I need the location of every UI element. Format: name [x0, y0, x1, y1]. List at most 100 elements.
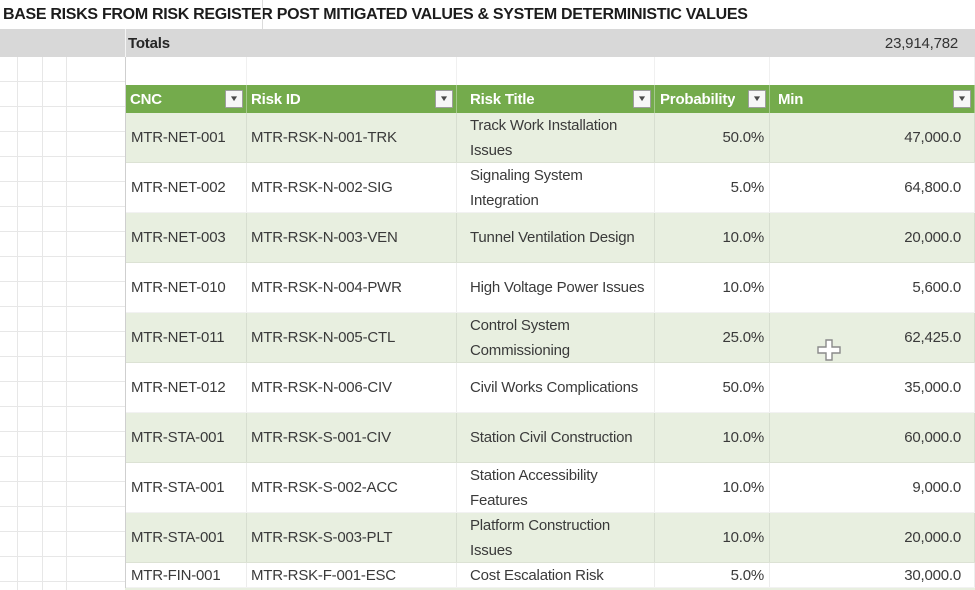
probability-cell[interactable]: 10.0%: [655, 263, 770, 312]
table-row: MTR-FIN-001 MTR-RSK-F-001-ESC Cost Escal…: [125, 563, 975, 588]
chevron-down-icon: ▼: [751, 94, 763, 103]
filter-dropdown-button[interactable]: ▼: [633, 90, 651, 108]
empty-cell: [655, 57, 770, 85]
table-body: MTR-NET-001 MTR-RSK-N-001-TRK Track Work…: [125, 113, 975, 588]
totals-label[interactable]: Totals: [128, 34, 170, 52]
page-title[interactable]: BASE RISKS FROM RISK REGISTER POST MITIG…: [3, 5, 748, 23]
probability-cell[interactable]: 50.0%: [655, 113, 770, 162]
cnc-cell[interactable]: MTR-STA-001: [125, 513, 247, 562]
column-header-label: Risk ID: [251, 90, 301, 108]
worksheet-empty-grid[interactable]: [0, 57, 125, 590]
risk-id-cell[interactable]: MTR-RSK-S-001-CIV: [247, 413, 457, 462]
filter-dropdown-button[interactable]: ▼: [748, 90, 766, 108]
risk-title-cell[interactable]: Control System Commissioning: [457, 313, 655, 362]
risk-title-cell[interactable]: High Voltage Power Issues: [457, 263, 655, 312]
empty-cell: [457, 57, 655, 85]
risk-id-cell[interactable]: MTR-RSK-N-005-CTL: [247, 313, 457, 362]
risk-title-cell[interactable]: Station Civil Construction: [457, 413, 655, 462]
column-header-probability[interactable]: Probability ▼: [655, 85, 770, 113]
probability-cell[interactable]: 5.0%: [655, 563, 770, 587]
column-header-label: Probability: [660, 90, 736, 108]
chevron-down-icon: ▼: [956, 94, 968, 103]
min-cell[interactable]: 60,000.0: [770, 413, 975, 462]
table-row: MTR-STA-001 MTR-RSK-S-002-ACC Station Ac…: [125, 463, 975, 513]
grid-line: [262, 0, 263, 29]
filter-dropdown-button[interactable]: ▼: [953, 90, 971, 108]
risk-id-cell[interactable]: MTR-RSK-N-003-VEN: [247, 213, 457, 262]
risk-title-cell[interactable]: Tunnel Ventilation Design: [457, 213, 655, 262]
empty-row[interactable]: [125, 57, 975, 85]
probability-cell[interactable]: 10.0%: [655, 213, 770, 262]
column-header-label: CNC: [130, 90, 162, 108]
risk-title-cell[interactable]: Civil Works Complications: [457, 363, 655, 412]
chevron-down-icon: ▼: [438, 94, 450, 103]
column-header-label: Min: [778, 90, 804, 108]
risk-id-cell[interactable]: MTR-RSK-N-006-CIV: [247, 363, 457, 412]
grid-line: [125, 29, 126, 57]
table-row: MTR-NET-002 MTR-RSK-N-002-SIG Signaling …: [125, 163, 975, 213]
cnc-cell[interactable]: MTR-NET-011: [125, 313, 247, 362]
risk-id-cell[interactable]: MTR-RSK-N-002-SIG: [247, 163, 457, 212]
totals-row: Totals 23,914,782: [0, 29, 975, 57]
risk-id-cell[interactable]: MTR-RSK-N-001-TRK: [247, 113, 457, 162]
probability-cell[interactable]: 5.0%: [655, 163, 770, 212]
grid-line: [125, 57, 126, 590]
probability-cell[interactable]: 50.0%: [655, 363, 770, 412]
column-header-cnc[interactable]: CNC ▼: [125, 85, 247, 113]
grid-line: [66, 57, 67, 590]
cnc-cell[interactable]: MTR-NET-012: [125, 363, 247, 412]
grid-line: [42, 57, 43, 590]
table-row: MTR-NET-003 MTR-RSK-N-003-VEN Tunnel Ven…: [125, 213, 975, 263]
risk-id-cell[interactable]: MTR-RSK-N-004-PWR: [247, 263, 457, 312]
risk-title-cell[interactable]: Platform Construction Issues: [457, 513, 655, 562]
chevron-down-icon: ▼: [228, 94, 240, 103]
min-cell[interactable]: 20,000.0: [770, 513, 975, 562]
column-header-risk-title[interactable]: Risk Title ▼: [457, 85, 655, 113]
empty-cell: [125, 57, 247, 85]
totals-value[interactable]: 23,914,782: [884, 34, 958, 52]
risk-id-cell[interactable]: MTR-RSK-F-001-ESC: [247, 563, 457, 587]
risk-id-cell[interactable]: MTR-RSK-S-003-PLT: [247, 513, 457, 562]
cnc-cell[interactable]: MTR-FIN-001: [125, 563, 247, 587]
excel-cell-cursor-icon: [817, 339, 841, 361]
probability-cell[interactable]: 10.0%: [655, 413, 770, 462]
min-cell[interactable]: 30,000.0: [770, 563, 975, 587]
table-row: MTR-NET-011 MTR-RSK-N-005-CTL Control Sy…: [125, 313, 975, 363]
probability-cell[interactable]: 25.0%: [655, 313, 770, 362]
table-header-row: CNC ▼ Risk ID ▼ Risk Title ▼ Probability…: [125, 85, 975, 113]
risk-table: CNC ▼ Risk ID ▼ Risk Title ▼ Probability…: [125, 57, 975, 588]
cnc-cell[interactable]: MTR-NET-001: [125, 113, 247, 162]
min-cell[interactable]: 5,600.0: [770, 263, 975, 312]
min-cell[interactable]: 20,000.0: [770, 213, 975, 262]
min-cell[interactable]: 62,425.0: [770, 313, 975, 362]
cnc-cell[interactable]: MTR-NET-010: [125, 263, 247, 312]
title-row: BASE RISKS FROM RISK REGISTER POST MITIG…: [0, 0, 975, 29]
probability-cell[interactable]: 10.0%: [655, 513, 770, 562]
min-cell[interactable]: 47,000.0: [770, 113, 975, 162]
min-cell[interactable]: 35,000.0: [770, 363, 975, 412]
chevron-down-icon: ▼: [636, 94, 648, 103]
column-header-min[interactable]: Min ▼: [770, 85, 975, 113]
risk-title-cell[interactable]: Track Work Installation Issues: [457, 113, 655, 162]
table-row: MTR-STA-001 MTR-RSK-S-001-CIV Station Ci…: [125, 413, 975, 463]
cnc-cell[interactable]: MTR-NET-002: [125, 163, 247, 212]
cnc-cell[interactable]: MTR-STA-001: [125, 463, 247, 512]
risk-id-cell[interactable]: MTR-RSK-S-002-ACC: [247, 463, 457, 512]
risk-title-cell[interactable]: Cost Escalation Risk: [457, 563, 655, 587]
risk-title-cell[interactable]: Station Accessibility Features: [457, 463, 655, 512]
cnc-cell[interactable]: MTR-NET-003: [125, 213, 247, 262]
table-row: MTR-STA-001 MTR-RSK-S-003-PLT Platform C…: [125, 513, 975, 563]
table-row: MTR-NET-012 MTR-RSK-N-006-CIV Civil Work…: [125, 363, 975, 413]
min-cell[interactable]: 9,000.0: [770, 463, 975, 512]
risk-title-cell[interactable]: Signaling System Integration: [457, 163, 655, 212]
min-cell[interactable]: 64,800.0: [770, 163, 975, 212]
grid-line: [17, 57, 18, 590]
filter-dropdown-button[interactable]: ▼: [225, 90, 243, 108]
column-header-risk-id[interactable]: Risk ID ▼: [247, 85, 457, 113]
probability-cell[interactable]: 10.0%: [655, 463, 770, 512]
cnc-cell[interactable]: MTR-STA-001: [125, 413, 247, 462]
column-header-label: Risk Title: [470, 90, 535, 108]
filter-dropdown-button[interactable]: ▼: [435, 90, 453, 108]
empty-cell: [247, 57, 457, 85]
